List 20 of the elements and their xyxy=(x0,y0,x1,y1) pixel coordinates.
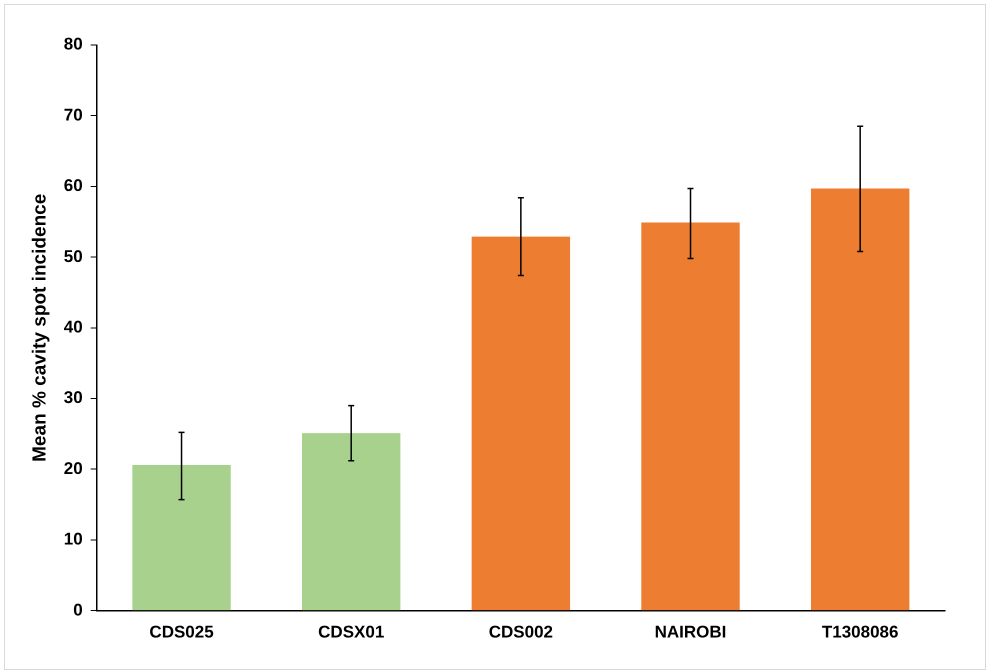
y-tick-label: 20 xyxy=(64,458,83,478)
y-tick-label: 70 xyxy=(64,105,83,124)
bar xyxy=(132,464,231,610)
bar xyxy=(641,222,740,610)
bar xyxy=(810,188,910,610)
y-tick-label: 60 xyxy=(64,176,83,196)
y-axis-title: Mean % cavity spot incidence xyxy=(30,194,51,462)
y-tick-label: 50 xyxy=(64,246,83,266)
bar xyxy=(302,433,400,610)
x-tick-label: CDS002 xyxy=(488,622,553,642)
x-tick-label: T1308086 xyxy=(822,622,898,642)
y-tick-label: 40 xyxy=(64,317,83,336)
y-tick-label: 10 xyxy=(64,530,83,549)
bar xyxy=(472,236,570,610)
y-tick-label: 80 xyxy=(64,34,83,54)
y-tick-label: 0 xyxy=(73,600,83,620)
x-tick-label: CDSX01 xyxy=(318,622,384,642)
x-tick-label: NAIROBI xyxy=(654,622,726,642)
x-tick-label: CDS025 xyxy=(149,622,214,642)
y-tick-label: 30 xyxy=(64,388,83,408)
